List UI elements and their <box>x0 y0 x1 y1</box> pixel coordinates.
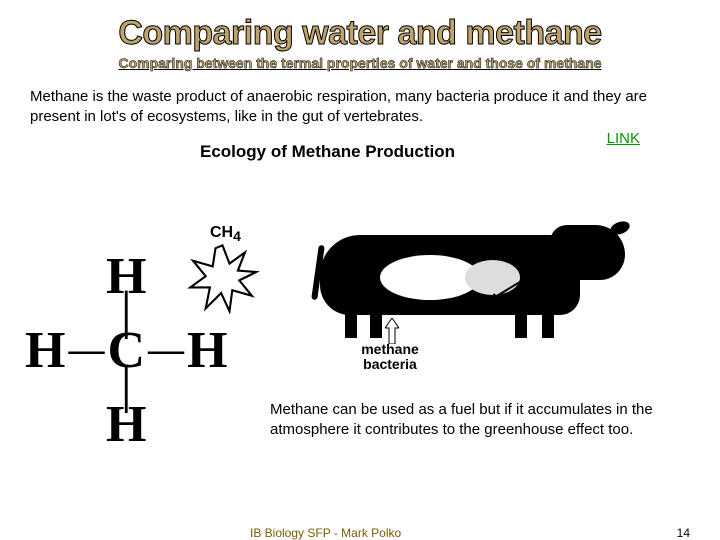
footer-credit: IB Biology SFP - Mark Polko <box>250 526 401 540</box>
ch4-label: CH4 <box>210 224 241 244</box>
atom-h-right: H <box>187 322 227 379</box>
external-link[interactable]: LINK <box>607 130 640 147</box>
atom-h-left: H <box>25 322 65 379</box>
intro-paragraph: Methane is the waste product of anaerobi… <box>0 71 720 126</box>
cow-illustration <box>270 220 670 350</box>
grass-label: grass in here <box>520 285 580 316</box>
slide-subtitle: Comparing between the termal properties … <box>0 55 720 71</box>
slide-number: 14 <box>677 526 690 540</box>
diagram-title: Ecology of Methane Production <box>200 142 720 162</box>
fuel-paragraph: Methane can be used as a fuel but if it … <box>270 400 670 439</box>
arrow-diagonal-icon <box>485 278 525 308</box>
ch4-subscript: 4 <box>233 228 241 244</box>
bacteria-label: methane bacteria <box>350 342 430 373</box>
bond-horizontal: — <box>148 329 184 369</box>
slide-title: Comparing water and methane <box>0 0 720 53</box>
ecology-diagram: CH4 methane bacteria grass in here <box>150 220 670 350</box>
atom-h-bottom: H <box>106 396 146 453</box>
methane-structure: H │ H—C—H │ H <box>25 255 227 448</box>
ch4-text: CH <box>210 224 233 241</box>
bond-horizontal: — <box>68 329 104 369</box>
